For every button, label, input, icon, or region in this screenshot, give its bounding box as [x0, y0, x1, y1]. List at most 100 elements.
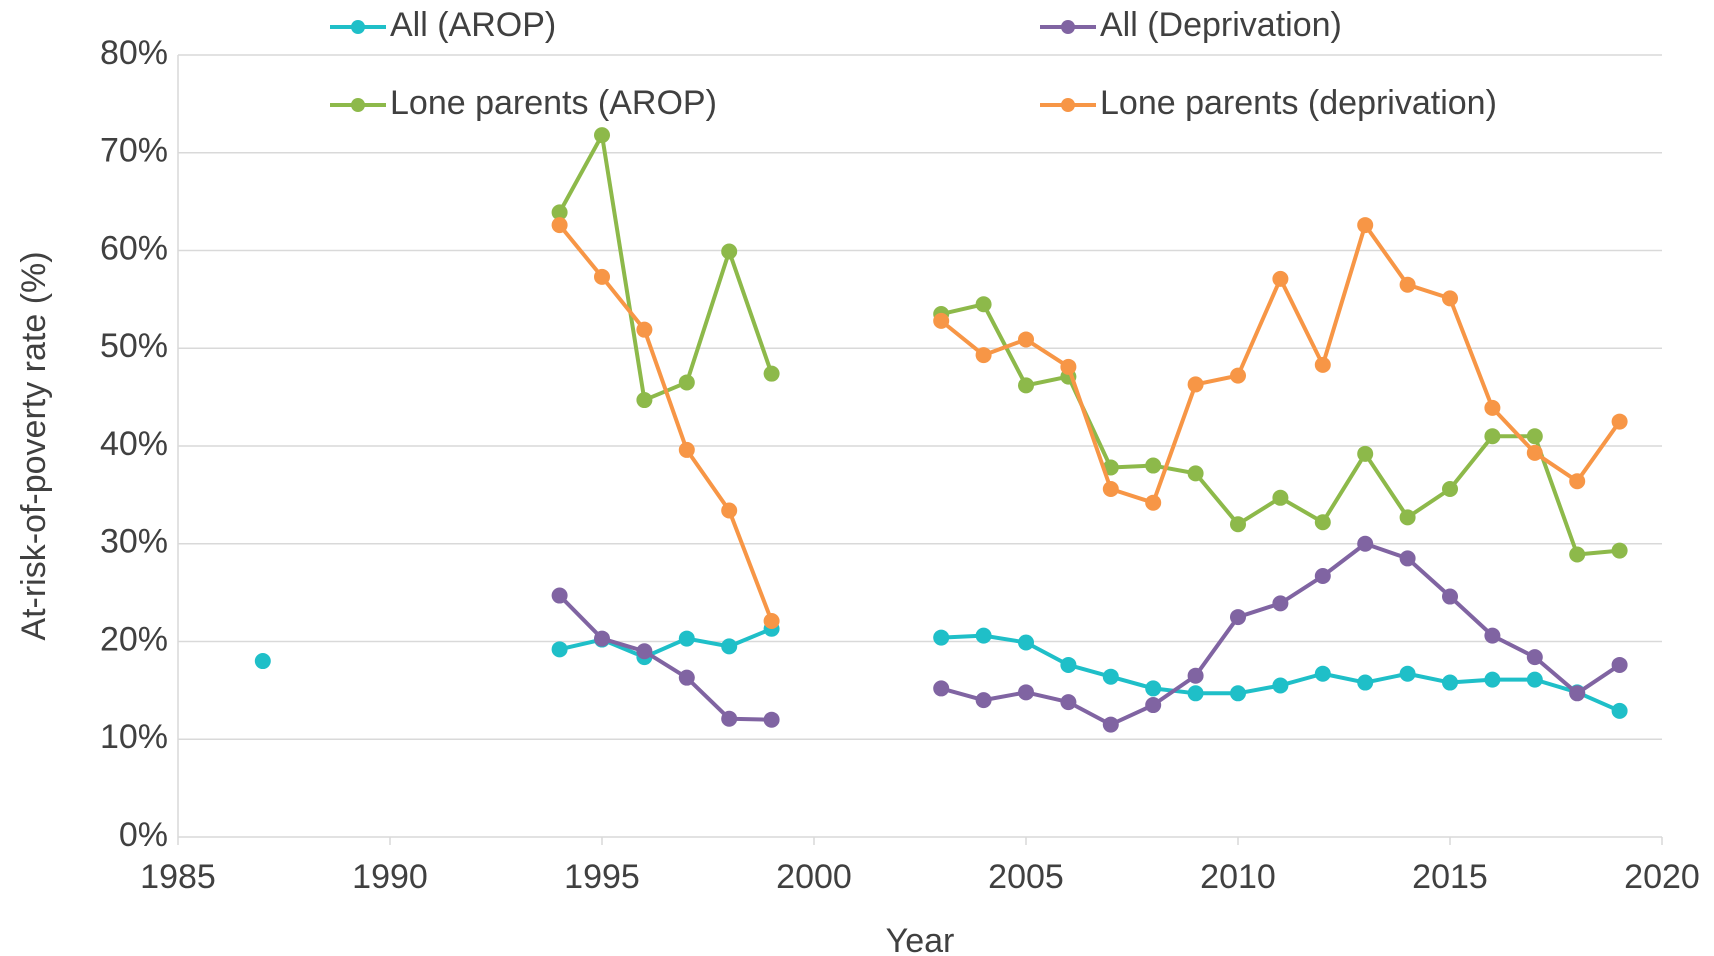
legend-marker	[1061, 20, 1075, 34]
data-point	[1399, 550, 1416, 567]
data-point	[1018, 684, 1034, 701]
series-line	[557, 133, 1620, 557]
y-tick-label: 80%	[100, 34, 168, 72]
data-point	[636, 392, 653, 409]
data-point	[678, 374, 695, 391]
data-point	[1060, 358, 1077, 375]
data-point	[1018, 331, 1034, 348]
data-point	[1526, 428, 1543, 445]
data-point	[1399, 276, 1416, 293]
data-point	[975, 627, 992, 644]
legend-marker	[351, 20, 365, 34]
data-point	[763, 365, 780, 382]
data-point	[1484, 671, 1501, 688]
data-point	[933, 312, 950, 329]
x-tick-label: 1990	[352, 858, 428, 896]
data-point	[1102, 716, 1119, 733]
data-point	[1484, 627, 1501, 644]
data-point	[1357, 535, 1374, 552]
y-tick-label: 50%	[100, 327, 168, 365]
data-point	[1145, 697, 1162, 714]
data-point	[551, 204, 568, 221]
data-point	[721, 243, 738, 260]
data-point	[1272, 677, 1289, 694]
data-point	[933, 629, 950, 646]
data-point	[551, 217, 568, 234]
data-point	[1230, 367, 1246, 384]
data-point	[1442, 674, 1458, 691]
y-tick-label: 0%	[119, 816, 168, 854]
data-point	[1018, 634, 1034, 651]
y-axis-label: At-risk-of-poverty rate (%)	[15, 251, 53, 640]
y-tick-label: 70%	[100, 132, 168, 170]
data-point	[1569, 685, 1586, 702]
data-point	[975, 347, 992, 364]
data-point	[975, 692, 992, 709]
data-point	[1484, 428, 1501, 445]
data-point	[1314, 568, 1331, 585]
data-point	[1314, 665, 1331, 682]
data-point	[721, 710, 738, 727]
y-tick-label: 30%	[100, 523, 168, 561]
data-point	[721, 638, 738, 655]
data-point	[1145, 680, 1162, 697]
data-point	[1102, 481, 1119, 498]
data-point	[1611, 702, 1628, 719]
data-point	[1272, 270, 1289, 287]
series-line	[558, 541, 1621, 727]
data-point	[636, 643, 653, 660]
data-point	[1314, 514, 1331, 531]
data-point	[1357, 445, 1374, 462]
data-point	[721, 502, 738, 519]
x-tick-label: 1995	[564, 858, 640, 896]
data-point	[254, 653, 271, 670]
data-point	[1484, 399, 1501, 416]
x-tick-label: 1985	[140, 858, 216, 896]
data-point	[1060, 656, 1077, 673]
legend-label: All (AROP)	[390, 6, 556, 44]
legend-marker	[1061, 98, 1075, 112]
data-point	[636, 321, 653, 338]
data-point	[933, 680, 950, 697]
data-point	[763, 612, 780, 629]
data-point	[551, 641, 568, 658]
x-tick-label: 2010	[1200, 858, 1276, 896]
data-point	[1102, 668, 1119, 685]
data-point	[1442, 588, 1458, 605]
data-point	[1230, 685, 1246, 702]
data-point	[1442, 481, 1458, 498]
data-point	[1611, 413, 1628, 430]
data-point	[1569, 546, 1586, 563]
data-point	[1314, 356, 1331, 373]
data-point	[678, 630, 695, 647]
x-tick-label: 2005	[988, 858, 1064, 896]
data-point	[1526, 649, 1543, 666]
y-tick-label: 40%	[100, 425, 168, 463]
data-point	[1526, 444, 1543, 461]
data-point	[1272, 595, 1289, 612]
data-point	[551, 587, 568, 604]
data-point	[1357, 674, 1374, 691]
data-point	[1611, 542, 1628, 559]
data-point	[1187, 685, 1204, 702]
y-tick-label: 20%	[100, 620, 168, 658]
data-point	[594, 630, 610, 647]
y-tick-label: 10%	[100, 718, 168, 756]
data-point	[594, 268, 610, 285]
legend-marker	[351, 98, 365, 112]
data-point	[1526, 671, 1543, 688]
data-point	[1442, 290, 1458, 307]
data-point	[678, 669, 695, 686]
data-point	[1060, 694, 1077, 711]
data-point	[1145, 494, 1162, 511]
x-tick-label: 2015	[1412, 858, 1488, 896]
data-point	[1611, 656, 1628, 673]
data-point	[1230, 609, 1246, 626]
data-point	[678, 441, 695, 458]
legend-label: Lone parents (deprivation)	[1100, 84, 1497, 122]
data-point	[594, 127, 610, 144]
data-point	[1018, 377, 1034, 394]
data-point	[1187, 376, 1204, 393]
data-point	[1399, 509, 1416, 526]
